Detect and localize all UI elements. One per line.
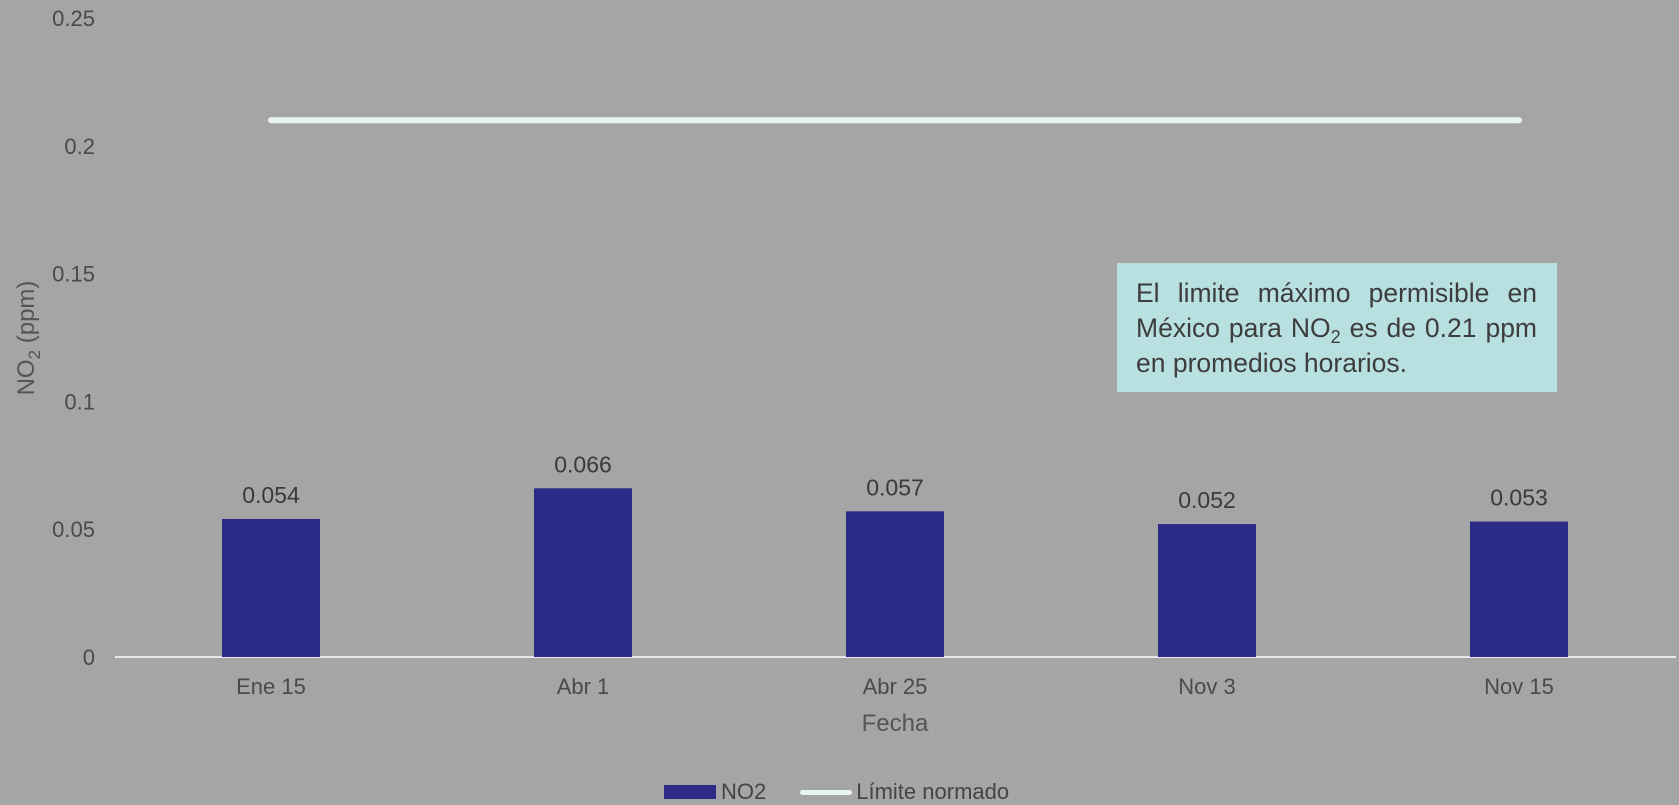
legend-label-limit: Límite normado	[856, 779, 1010, 804]
y-tick-label: 0.15	[52, 262, 95, 287]
annotation-text-part1: El limite máximo permisible en México pa…	[1136, 278, 1537, 343]
legend-item-no2: NO2	[664, 779, 766, 805]
legend-label-no2: NO2	[721, 779, 767, 804]
legend-swatch-line	[800, 789, 853, 795]
y-tick-label: 0.1	[64, 389, 95, 414]
x-tick-label: Nov 15	[1484, 674, 1554, 699]
data-label: 0.052	[1178, 487, 1236, 513]
bar-no2	[222, 518, 320, 657]
bar-no2	[1158, 524, 1256, 657]
bar-no2	[1470, 521, 1568, 657]
data-label: 0.066	[554, 451, 612, 477]
data-label: 0.053	[1490, 485, 1548, 511]
x-tick-label: Ene 15	[236, 674, 306, 699]
bar-no2	[534, 488, 632, 657]
y-tick-label: 0.25	[52, 6, 95, 31]
data-labels: 0.054 0.066 0.057 0.052 0.053	[242, 451, 1548, 513]
limit-annotation-box: El limite máximo permisible en México pa…	[1117, 263, 1557, 392]
y-tick-label: 0.2	[64, 134, 95, 159]
y-tick-label: 0.05	[52, 517, 95, 542]
y-axis-title-main: NO	[13, 359, 40, 395]
legend-item-limit: Límite normado	[772, 779, 1009, 805]
x-tick-label: Abr 25	[863, 674, 928, 699]
annotation-subscript: 2	[1330, 327, 1341, 347]
bar-series-no2	[222, 488, 1568, 657]
chart-legend: NO2 Límite normado	[664, 779, 1015, 805]
x-tick-label: Abr 1	[557, 674, 610, 699]
annotation-text-part2: es de 0.21 ppm en promedios horarios.	[1136, 313, 1538, 378]
data-label: 0.057	[866, 474, 924, 500]
x-axis-title: Fecha	[862, 710, 929, 737]
x-tick-label: Nov 3	[1178, 674, 1235, 699]
x-axis-ticks: Ene 15 Abr 1 Abr 25 Nov 3 Nov 15	[236, 674, 1554, 699]
data-label: 0.054	[242, 482, 300, 508]
y-axis-title: NO2 (ppm)	[13, 281, 44, 396]
y-tick-label: 0	[83, 645, 95, 670]
y-axis-title-rest: (ppm)	[13, 281, 40, 350]
y-axis-ticks: 0 0.05 0.1 0.15 0.2 0.25	[52, 6, 95, 670]
legend-swatch-bar	[664, 785, 716, 799]
y-axis-title-subscript: 2	[25, 350, 44, 359]
bar-no2	[846, 511, 944, 657]
